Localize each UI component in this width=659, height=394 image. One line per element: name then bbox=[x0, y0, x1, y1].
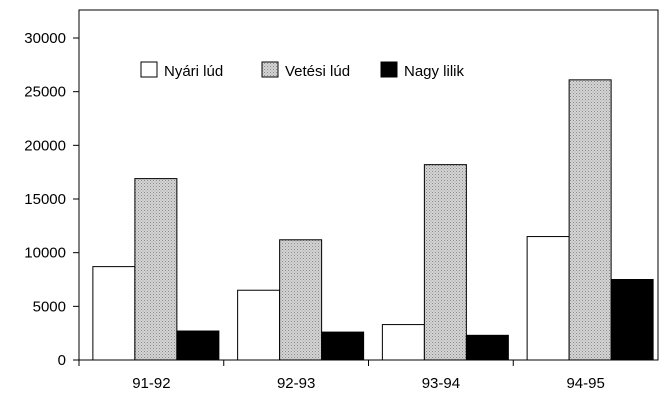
x-tick-label: 91-92 bbox=[132, 375, 170, 392]
bar bbox=[526, 236, 570, 361]
legend-swatch bbox=[261, 61, 279, 78]
legend-swatch bbox=[140, 61, 158, 78]
y-tick-label: 30000 bbox=[24, 30, 66, 47]
bar bbox=[465, 334, 509, 361]
bar bbox=[176, 330, 220, 361]
legend-label: Nagy lilik bbox=[404, 63, 465, 80]
bar bbox=[321, 331, 365, 361]
bar bbox=[279, 239, 323, 361]
x-axis: 91-92 92-93 93-94 94-95 bbox=[78, 360, 605, 392]
bars bbox=[92, 79, 654, 361]
legend: Nyári lúd Vetési lúd Nagy lilik bbox=[140, 61, 465, 80]
bar bbox=[610, 279, 654, 361]
y-axis: 0 5000 10000 15000 20000 25000 30000 bbox=[24, 30, 79, 369]
bar bbox=[237, 289, 281, 361]
y-tick-label: 5000 bbox=[33, 298, 66, 315]
y-tick-label: 10000 bbox=[24, 245, 66, 262]
bar bbox=[134, 178, 178, 361]
y-tick-label: 0 bbox=[58, 352, 66, 369]
bar bbox=[423, 164, 467, 361]
y-tick-label: 15000 bbox=[24, 191, 66, 208]
legend-label: Vetési lúd bbox=[285, 63, 350, 80]
x-tick-label: 94-95 bbox=[566, 375, 604, 392]
bar bbox=[92, 266, 136, 361]
x-tick-label: 92-93 bbox=[277, 375, 315, 392]
bar bbox=[381, 324, 425, 361]
legend-swatch bbox=[380, 61, 398, 78]
legend-label: Nyári lúd bbox=[164, 63, 223, 80]
y-tick-label: 20000 bbox=[24, 137, 66, 154]
y-tick-label: 25000 bbox=[24, 84, 66, 101]
x-tick-label: 93-94 bbox=[422, 375, 460, 392]
bar bbox=[568, 79, 612, 361]
